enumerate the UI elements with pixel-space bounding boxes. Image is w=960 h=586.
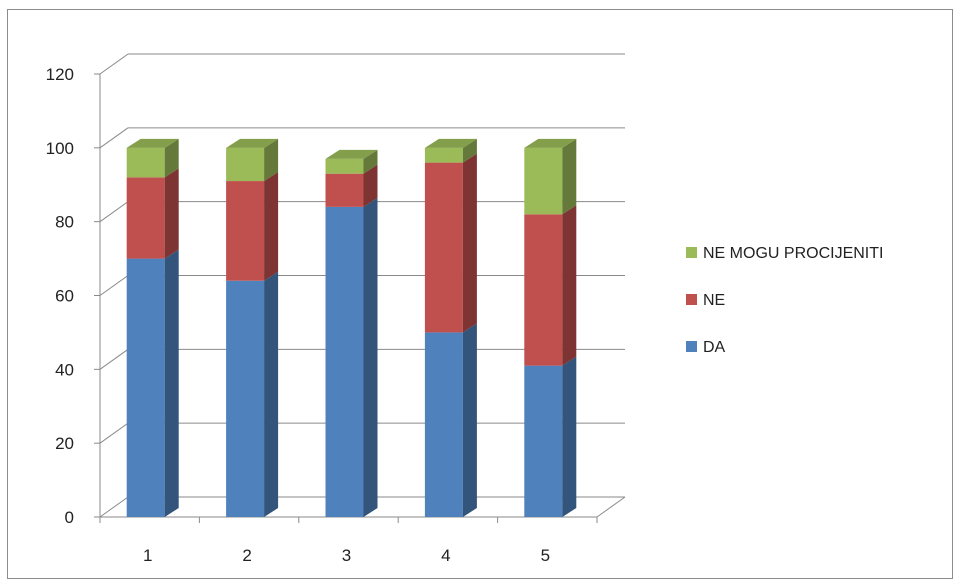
bar-segment-side (363, 164, 378, 207)
x-tick-label: 3 (342, 546, 351, 565)
bar-segment-side (562, 205, 577, 366)
floor-edge (596, 496, 626, 518)
legend-swatch (686, 341, 697, 352)
y-tick-label: 120 (46, 65, 74, 84)
bars (126, 138, 577, 518)
x-tick-label: 4 (441, 546, 450, 565)
y-tick-label: 60 (55, 287, 74, 306)
gridline-connector (99, 496, 129, 518)
y-tick-label: 40 (55, 360, 74, 379)
tick-labels: 0 20 40 60 80 100 120 1 2 3 4 5 (46, 65, 550, 565)
legend-label: NE (703, 292, 725, 309)
bar-segment-front (226, 181, 265, 281)
bar-top (424, 138, 477, 148)
gridline-connector (99, 127, 129, 149)
bar-segment-side (164, 249, 179, 518)
bar-segment-front (524, 214, 563, 366)
bar-segment-front (126, 147, 165, 178)
y-tick-label: 80 (55, 213, 74, 232)
bar-segment-side (462, 323, 477, 517)
x-tick-label: 2 (242, 546, 251, 565)
bar-segment-side (264, 172, 279, 281)
y-tick-label: 0 (65, 508, 74, 527)
bar-top (524, 138, 577, 148)
bar-segment-front (226, 280, 265, 517)
bar-segment-side (264, 271, 279, 517)
bar-segment-front (424, 332, 463, 517)
bar-top (325, 149, 378, 159)
bar-segment-front (524, 147, 563, 215)
bar-segment-front (126, 258, 165, 517)
gridline-connector (99, 422, 129, 444)
bar-segment-side (363, 149, 378, 174)
gridline-connector (99, 348, 129, 370)
bar-segment-side (164, 138, 179, 178)
gridline-connector (99, 53, 129, 75)
bar-segment-side (562, 356, 577, 517)
bar-segment-front (126, 177, 165, 259)
bar-segment-front (524, 365, 563, 517)
legend: NE MOGU PROCIJENITI NE DA (686, 245, 883, 356)
bar-segment-side (363, 197, 378, 517)
legend-swatch (686, 247, 697, 258)
y-tick-label: 100 (46, 139, 74, 158)
legend-label: NE MOGU PROCIJENITI (703, 245, 883, 262)
x-tick-label: 1 (143, 546, 152, 565)
bar-segment-front (424, 162, 463, 333)
legend-swatch (686, 294, 697, 305)
bar-top (226, 138, 279, 148)
bar-segment-front (424, 147, 463, 163)
bar-segment-side (562, 138, 577, 215)
bar-segment-side (164, 168, 179, 259)
y-tick-label: 20 (55, 434, 74, 453)
gridline-connector (99, 275, 129, 296)
x-tick-label: 5 (541, 546, 550, 565)
bar-segment-front (325, 173, 364, 207)
legend-label: DA (703, 339, 726, 356)
bar-segment-side (462, 138, 477, 163)
bar-top (126, 138, 179, 148)
gridline-connector (99, 201, 129, 223)
bar-segment-front (226, 147, 265, 182)
bar-segment-side (264, 138, 279, 182)
bar-segment-front (325, 206, 364, 517)
bar-segment-front (325, 158, 364, 174)
bar-segment-side (462, 153, 477, 333)
